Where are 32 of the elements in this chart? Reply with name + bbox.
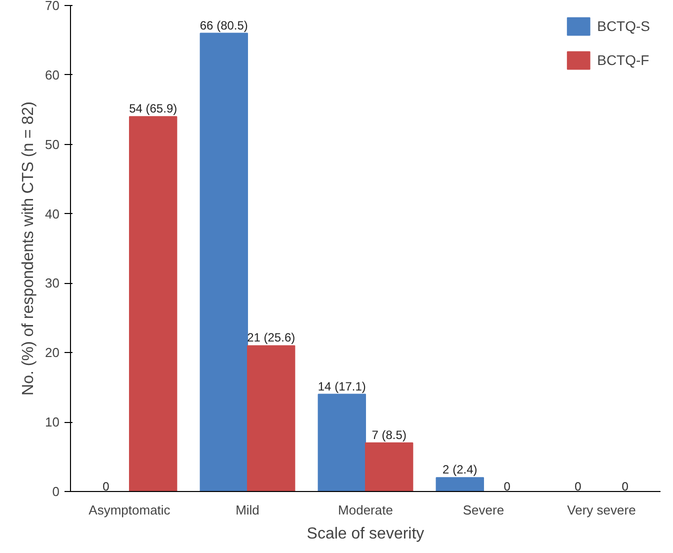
x-tick-label: Mild — [236, 502, 260, 518]
x-tick-label: Asymptomatic — [88, 502, 171, 518]
data-label: 0 — [504, 480, 511, 494]
x-tick-label: Moderate — [338, 502, 393, 518]
y-tick-label: 30 — [45, 276, 60, 291]
data-label: 2 (2.4) — [442, 462, 478, 477]
x-tick-label: Severe — [462, 502, 504, 518]
y-tick-label: 50 — [45, 136, 60, 152]
x-axis-title: Scale of severity — [306, 526, 424, 542]
data-label: 66 (80.5) — [200, 18, 248, 32]
data-label: 7 (8.5) — [372, 428, 406, 442]
bar — [129, 116, 178, 492]
x-tick-label: Very severe — [567, 502, 636, 518]
data-label: 14 (17.1) — [318, 379, 366, 394]
legend-label: BCTQ-F — [597, 52, 650, 68]
data-label: 0 — [102, 480, 110, 494]
bar — [318, 394, 366, 492]
bar — [247, 345, 296, 492]
y-tick-label: 40 — [45, 206, 60, 222]
y-axis-title: No. (%) of respondents with CTS (n = 82) — [20, 102, 38, 396]
y-tick-label: 10 — [45, 414, 60, 430]
y-tick-label: 20 — [45, 345, 60, 360]
data-label: 54 (65.9) — [129, 102, 178, 116]
y-tick-label: 60 — [45, 67, 60, 82]
bar — [436, 477, 484, 492]
data-label: 0 — [574, 480, 582, 494]
legend-label: BCTQ-S — [597, 18, 650, 34]
data-label: 0 — [622, 480, 629, 494]
bar — [365, 442, 414, 492]
y-tick-label: 0 — [52, 484, 60, 499]
bar — [200, 32, 248, 492]
y-tick-label: 70 — [45, 0, 60, 13]
